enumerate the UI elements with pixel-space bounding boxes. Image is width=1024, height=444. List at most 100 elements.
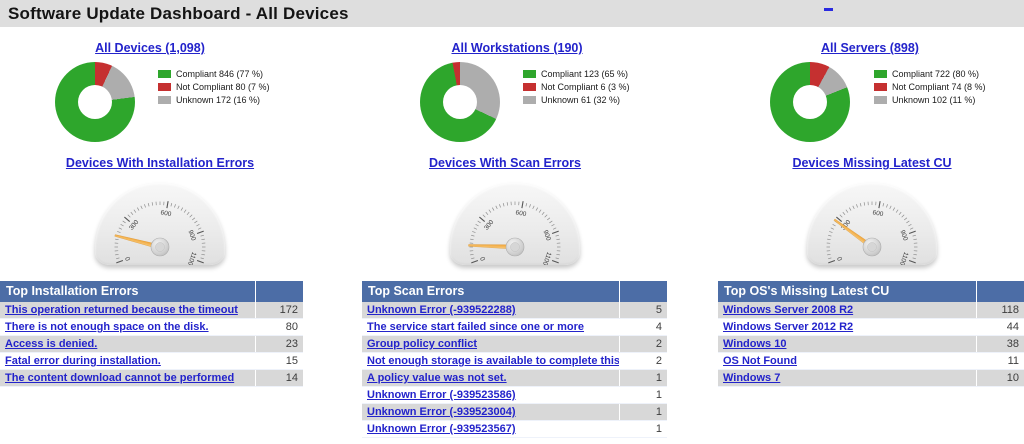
row-value: 80 xyxy=(256,319,303,335)
legend-item: Compliant 123 (65 %) xyxy=(523,67,630,80)
donut-legend: Compliant 123 (65 %) Not Compliant 6 (3 %… xyxy=(523,67,630,106)
gauge-tick xyxy=(201,238,205,241)
gauge-tick xyxy=(546,217,551,221)
gauge-tick-label: 1100 xyxy=(898,251,909,265)
gauge-tick xyxy=(471,234,475,237)
legend-label: Unknown 172 (16 %) xyxy=(176,94,261,105)
gauge-tick xyxy=(180,207,184,211)
gauge-tick xyxy=(470,253,474,256)
gauge-tick xyxy=(122,220,126,224)
gauge-tick xyxy=(472,231,476,233)
all-workstations-link[interactable]: All Workstations (190) xyxy=(451,41,583,55)
legend-color-chip xyxy=(523,69,536,78)
donut-hole xyxy=(793,85,827,119)
gauge-tick xyxy=(521,201,524,209)
row-link[interactable]: Unknown Error (-939522288) xyxy=(367,304,516,316)
row-link[interactable]: Not enough storage is available to compl… xyxy=(367,355,619,367)
table-row: Windows Server 2008 R2 118 xyxy=(718,302,1024,319)
gauge-tick xyxy=(485,211,489,216)
row-link[interactable]: Windows Server 2012 R2 xyxy=(723,321,854,333)
corner-link-dash[interactable] xyxy=(824,8,833,11)
row-value: 4 xyxy=(620,319,667,335)
gauge-tick-label: 1100 xyxy=(186,251,197,265)
row-link[interactable]: Windows 10 xyxy=(723,338,787,350)
row-link[interactable]: Access is denied. xyxy=(5,338,98,350)
legend-color-chip xyxy=(874,82,887,91)
gauge-tick xyxy=(194,220,198,224)
gauge-tick xyxy=(828,257,832,260)
table-header-label: Top Installation Errors xyxy=(0,281,255,302)
gauge-tick xyxy=(473,227,478,230)
legend-item: Compliant 846 (77 %) xyxy=(158,67,270,80)
gauge-tick xyxy=(913,238,917,241)
installation-errors-link[interactable]: Devices With Installation Errors xyxy=(65,156,255,170)
row-link[interactable]: Windows Server 2008 R2 xyxy=(723,304,854,316)
table-row: Unknown Error (-939522288) 5 xyxy=(362,302,667,319)
table-header-value-cell xyxy=(977,281,1024,302)
gauge-tick xyxy=(889,205,892,210)
row-link[interactable]: Windows 7 xyxy=(723,372,781,384)
row-label-cell: There is not enough space on the disk. xyxy=(0,319,255,335)
missing-cu-link[interactable]: Devices Missing Latest CU xyxy=(792,156,952,170)
gauge-tick xyxy=(136,207,140,211)
row-value: 1 xyxy=(620,370,667,386)
legend-item: Unknown 61 (32 %) xyxy=(523,93,630,106)
gauge-tick xyxy=(140,205,143,210)
gauge-tick xyxy=(538,209,542,213)
row-label-cell: Windows Server 2008 R2 xyxy=(718,302,976,318)
row-value: 1 xyxy=(620,387,667,403)
legend-color-chip xyxy=(158,95,171,104)
gauge-tick xyxy=(908,223,912,227)
row-link[interactable]: There is not enough space on the disk. xyxy=(5,321,209,333)
gauge-hub-center xyxy=(510,242,520,252)
row-link[interactable]: The content download cannot be performed xyxy=(5,372,235,384)
row-link[interactable]: Unknown Error (-939523004) xyxy=(367,406,516,418)
gauge-title-wrap: Devices With Scan Errors xyxy=(355,156,655,170)
table-row: Windows 7 10 xyxy=(718,370,1024,387)
all-servers-link[interactable]: All Servers (898) xyxy=(821,41,919,55)
row-link[interactable]: Group policy conflict xyxy=(367,338,478,350)
donut-title-wrap: All Workstations (190) xyxy=(367,41,667,55)
scan-errors-link[interactable]: Devices With Scan Errors xyxy=(428,156,582,170)
gauge-tick xyxy=(116,259,124,264)
gauge-tick xyxy=(200,257,204,260)
gauge-tick xyxy=(471,257,475,260)
all-devices-link[interactable]: All Devices (1,098) xyxy=(95,41,205,55)
row-label-cell: Unknown Error (-939523567) xyxy=(362,421,619,437)
row-value: 15 xyxy=(256,353,303,369)
row-link[interactable]: Unknown Error (-939523567) xyxy=(367,423,516,435)
table-body: This operation returned because the time… xyxy=(0,302,303,387)
row-link[interactable]: A policy value was not set. xyxy=(367,372,507,384)
row-link[interactable]: Unknown Error (-939523586) xyxy=(367,389,516,401)
gauge-tick xyxy=(471,259,479,264)
row-value: 1 xyxy=(620,404,667,420)
row-label-cell: Unknown Error (-939523586) xyxy=(362,387,619,403)
row-link[interactable]: The service start failed since one or mo… xyxy=(367,321,585,333)
gauge-tick xyxy=(115,238,119,241)
gauge-hub-center xyxy=(867,242,877,252)
row-link[interactable]: This operation returned because the time… xyxy=(5,304,238,316)
gauge-tick xyxy=(852,205,855,210)
gauge-tick xyxy=(555,234,559,237)
row-value: 11 xyxy=(977,353,1024,369)
gauge-tick xyxy=(174,204,176,208)
legend-color-chip xyxy=(158,82,171,91)
gauge-tick xyxy=(895,209,899,213)
table-row: There is not enough space on the disk. 80 xyxy=(0,319,303,336)
table-row: Not enough storage is available to compl… xyxy=(362,353,667,370)
row-link[interactable]: Fatal error during installation. xyxy=(5,355,161,367)
legend-item: Unknown 172 (16 %) xyxy=(158,93,270,106)
gauge-tick xyxy=(147,203,150,207)
legend-item: Not Compliant 6 (3 %) xyxy=(523,80,630,93)
gauge-tick xyxy=(845,209,849,213)
gauge-tick xyxy=(898,211,902,216)
missing-cu-gauge: 0 300 600 900 1100 xyxy=(807,183,937,265)
legend-color-chip xyxy=(523,82,536,91)
gauge-tick-label: 0 xyxy=(479,255,487,261)
gauge-tick xyxy=(892,207,896,211)
installation-errors-gauge: 0 300 600 900 1100 xyxy=(95,183,225,265)
legend-label: Compliant 722 (80 %) xyxy=(892,68,980,79)
row-label-cell: Windows 10 xyxy=(718,336,976,352)
row-link[interactable]: OS Not Found xyxy=(723,355,797,367)
